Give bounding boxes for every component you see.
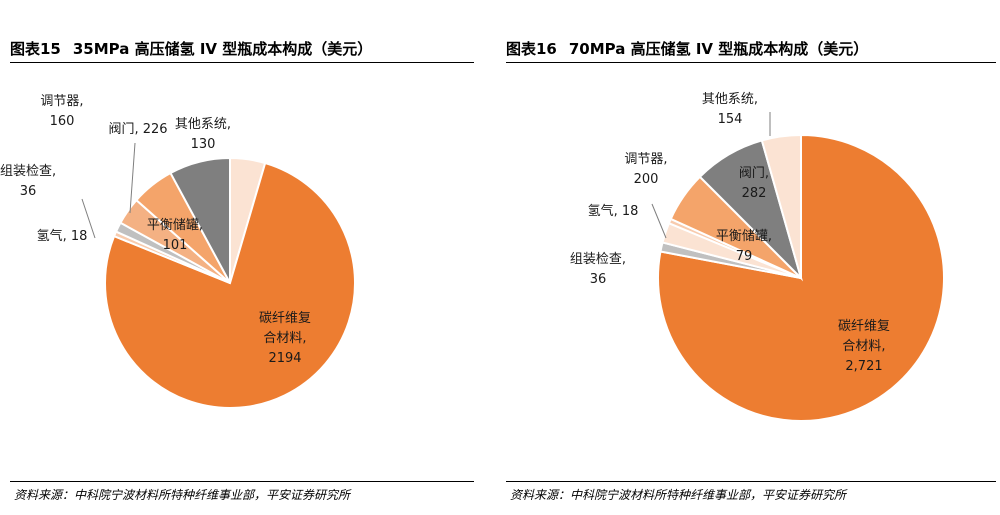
chart-panel-70mpa: 图表16 70MPa 高压储氢 IV 型瓶成本构成（美元） 碳纤维复合材料, 2,7… [506,0,996,515]
data-label: 碳纤维复合材料, 2,721 [838,319,890,374]
pie-slice [169,156,231,284]
data-label: 其他系统, 154 [702,92,758,127]
leader-line [129,142,136,214]
source-rule [506,481,996,482]
data-label: 调节器, 200 [624,152,667,187]
data-label: 碳纤维复合材料, 2194 [259,311,311,366]
data-label: 其他系统, 130 [175,117,231,152]
pie-chart-70mpa: 碳纤维复合材料, 2,721 组装检查, 36 平衡储罐, 79 氢气, 18 调节器, 200… [570,92,945,422]
data-label: 阀门, 282 [739,166,769,201]
source-note: 资料来源：中科院宁波材料所特种纤维事业部，平安证券研究所 [14,488,351,502]
pie-slices [104,156,356,409]
pie-slice [760,133,802,279]
title-rule [10,62,474,63]
pie-chart-35mpa: 其他系统, 130 碳纤维复合材料, 2194 氢气, 18 组装检查, 36 平衡储罐, 10… [0,94,356,409]
data-label: 阀门, 226 [108,122,167,137]
data-label: 氢气, 18 [37,228,88,244]
source-note: 资料来源：中科院宁波材料所特种纤维事业部，平安证券研究所 [510,488,847,502]
data-label: 调节器, 160 [40,94,83,129]
figure-number: 图表15 [10,40,61,58]
pie-slices [657,133,945,422]
pie-slice [104,161,356,409]
leader-line [81,198,96,239]
data-label: 组装检查, 36 [0,164,56,199]
data-label: 氢气, 18 [588,203,639,219]
chart-title-text: 70MPa 高压储氢 IV 型瓶成本构成（美元） [568,40,869,58]
data-label: 组装检查, 36 [570,252,626,287]
chart-title-text: 35MPa 高压储氢 IV 型瓶成本构成（美元） [72,40,373,58]
data-label: 平衡储罐, 101 [147,218,203,253]
data-label: 平衡储罐, 79 [716,229,772,264]
leader-line [651,203,667,239]
chart-title: 图表16 70MPa 高压储氢 IV 型瓶成本构成（美元） [506,38,868,59]
source-rule [10,481,474,482]
figure-number: 图表16 [506,40,557,58]
title-rule [506,62,996,63]
chart-title: 图表15 35MPa 高压储氢 IV 型瓶成本构成（美元） [10,38,372,59]
chart-panel-35mpa: 图表15 35MPa 高压储氢 IV 型瓶成本构成（美元） 其他系统, 130 碳纤维… [0,0,474,515]
